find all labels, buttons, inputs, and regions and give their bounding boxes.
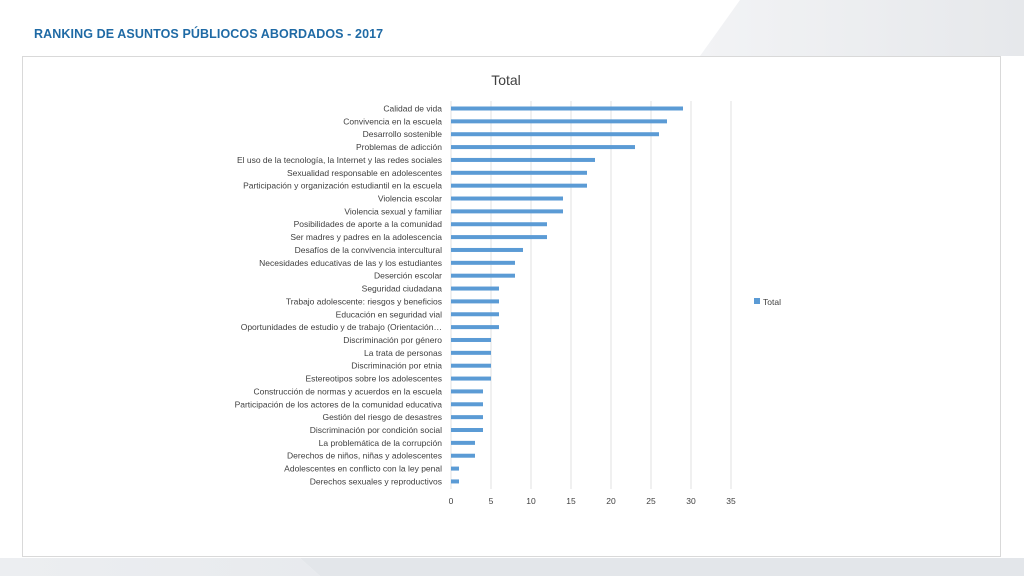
legend-swatch	[754, 298, 760, 304]
header-decoration	[700, 0, 1024, 56]
x-tick-label: 10	[526, 496, 536, 506]
x-tick-label: 5	[489, 496, 494, 506]
bar	[451, 196, 563, 201]
bar	[451, 312, 499, 317]
category-label: Necesidades educativas de las y los estu…	[259, 258, 442, 268]
bar	[451, 183, 587, 188]
category-label: Discriminación por género	[343, 335, 442, 345]
chart-bars	[451, 106, 683, 484]
chart-legend: Total	[754, 297, 781, 307]
bar	[451, 132, 659, 137]
page-title: RANKING DE ASUNTOS PÚBLIOCOS ABORDADOS -…	[34, 27, 384, 41]
x-axis-ticks: 0 5 10 15 20 25 30 35	[449, 496, 736, 506]
x-tick-label: 0	[449, 496, 454, 506]
bar	[451, 389, 483, 394]
category-label: Derechos de niños, niñas y adolescentes	[287, 451, 442, 461]
category-label: Derechos sexuales y reproductivos	[310, 476, 442, 486]
category-label: Desafíos de la convivencia intercultural	[295, 245, 443, 255]
bar	[451, 145, 635, 150]
chart-title: Total	[491, 72, 521, 88]
category-label: Participación de los actores de la comun…	[235, 399, 443, 409]
category-label: Gestión del riesgo de desastres	[322, 412, 442, 422]
category-label: Posibilidades de aporte a la comunidad	[294, 219, 443, 229]
bar	[451, 428, 483, 432]
category-label: Discriminación por condición social	[310, 425, 442, 435]
bar	[451, 376, 491, 381]
bar-chart: Total Calidad de vida Convivencia en la e…	[235, 72, 782, 506]
category-label: Sexualidad responsable en adolescentes	[287, 168, 442, 178]
category-label: Ser madres y padres en la adolescencia	[290, 232, 442, 242]
chart-grid	[450, 101, 732, 489]
bar	[451, 119, 667, 124]
x-tick-label: 15	[566, 496, 576, 506]
bar	[451, 299, 499, 304]
category-label: Deserción escolar	[374, 271, 442, 281]
category-label: Oportunidades de estudio y de trabajo (O…	[241, 322, 442, 332]
category-label: Seguridad ciudadana	[362, 284, 443, 294]
category-label: Trabajo adolescente: riesgos y beneficio…	[286, 296, 442, 306]
category-label: Participación y organización estudiantil…	[243, 181, 442, 191]
bar	[451, 350, 491, 355]
bar	[451, 286, 499, 291]
bar	[451, 479, 459, 484]
category-label: Convivencia en la escuela	[343, 116, 442, 126]
category-label: Violencia escolar	[378, 194, 442, 204]
bar	[451, 260, 515, 265]
category-label: Discriminación por etnia	[351, 361, 442, 371]
category-label: Educación en seguridad vial	[336, 309, 442, 319]
x-tick-label: 25	[646, 496, 656, 506]
category-label: Estereotipos sobre los adolescentes	[305, 374, 442, 384]
bar	[451, 440, 475, 445]
category-labels: Calidad de vida Convivencia en la escuela…	[235, 104, 443, 487]
bar	[451, 157, 595, 162]
bar	[451, 247, 523, 252]
bar	[451, 466, 459, 471]
bar	[451, 415, 483, 420]
bar	[451, 325, 499, 330]
x-tick-label: 30	[686, 496, 696, 506]
category-label: Construcción de normas y acuerdos en la …	[253, 386, 442, 396]
footer-decoration-right	[300, 558, 1024, 576]
category-label: Calidad de vida	[383, 104, 442, 114]
category-label: Violencia sexual y familiar	[344, 206, 442, 216]
category-label: Adolescentes en conflicto con la ley pen…	[284, 464, 442, 474]
bar	[451, 106, 683, 111]
category-label: La problemática de la corrupción	[319, 438, 443, 448]
category-label: Problemas de adicción	[356, 142, 442, 152]
legend-label: Total	[763, 297, 781, 307]
bar	[451, 209, 563, 214]
x-tick-label: 35	[726, 496, 736, 506]
bar	[451, 337, 491, 342]
bar	[451, 170, 587, 175]
chart-frame: Total Calidad de vida Convivencia en la e…	[22, 56, 1001, 557]
footer-decoration-left	[0, 558, 320, 576]
bar	[451, 363, 491, 368]
category-label: Desarrollo sostenible	[363, 129, 443, 139]
bar	[451, 453, 475, 458]
bar	[451, 273, 515, 278]
bar	[451, 235, 547, 240]
category-label: La trata de personas	[364, 348, 442, 358]
bar	[451, 222, 547, 227]
x-tick-label: 20	[606, 496, 616, 506]
category-label: El uso de la tecnología, la Internet y l…	[237, 155, 442, 165]
bar	[451, 402, 483, 407]
